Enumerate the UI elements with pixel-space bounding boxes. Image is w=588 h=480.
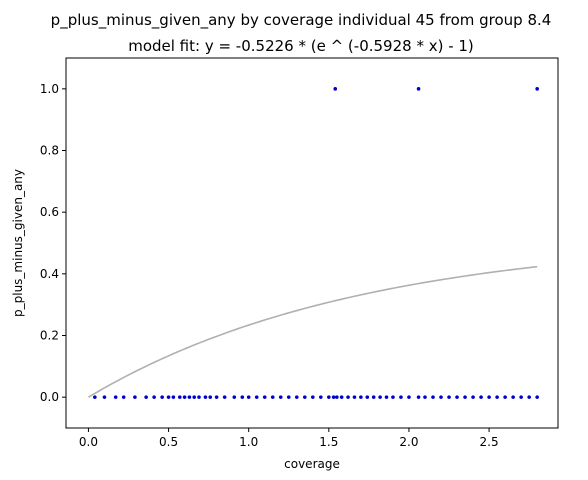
data-point [391, 395, 395, 399]
data-point [278, 395, 283, 399]
y-axis-label: p_plus_minus_given_any [11, 169, 25, 317]
data-point [503, 395, 507, 399]
data-point [511, 395, 515, 399]
data-point [177, 395, 182, 399]
data-point [431, 395, 435, 399]
data-point [439, 395, 443, 399]
data-point [447, 395, 451, 399]
data-point [359, 395, 363, 399]
data-point [166, 395, 171, 399]
data-point [327, 395, 331, 399]
data-point [208, 395, 213, 399]
data-point [144, 395, 148, 399]
data-point [471, 395, 475, 399]
data-point [495, 395, 499, 399]
data-point [294, 395, 299, 399]
points-layer [93, 87, 539, 399]
x-tick-label: 0.5 [159, 435, 178, 449]
data-point [352, 395, 357, 399]
data-point [399, 395, 403, 399]
y-axis-ticks: 0.0 0.2 0.4 0.6 0.8 1.0 [40, 82, 66, 404]
data-point [311, 395, 315, 399]
y-tick-label: 0.8 [40, 144, 59, 158]
data-point [93, 395, 97, 399]
data-point [479, 395, 483, 399]
chart-title: p_plus_minus_given_any by coverage indiv… [51, 11, 552, 30]
data-point [535, 395, 539, 399]
data-point [378, 395, 382, 399]
data-point [371, 395, 376, 399]
data-point [365, 395, 370, 399]
x-tick-label: 1.0 [239, 435, 258, 449]
data-point [197, 395, 201, 399]
data-point [407, 395, 411, 399]
data-point [187, 395, 192, 399]
plot-area [65, 57, 559, 429]
data-point [182, 395, 187, 399]
data-point [102, 395, 107, 399]
data-point [333, 87, 338, 91]
data-point [270, 395, 275, 399]
x-tick-label: 1.5 [319, 435, 338, 449]
data-point [152, 395, 156, 399]
data-point [487, 395, 491, 399]
data-point [171, 395, 176, 399]
data-point [240, 395, 245, 399]
data-point [463, 395, 467, 399]
plot-frame [65, 57, 559, 429]
data-point [519, 395, 523, 399]
data-point [416, 395, 421, 399]
fit-curve [88, 265, 538, 398]
data-point [535, 87, 539, 91]
data-point [254, 395, 259, 399]
data-point [335, 395, 339, 399]
x-tick-label: 2.5 [480, 435, 499, 449]
data-point [319, 395, 323, 399]
data-point [384, 395, 389, 399]
x-axis-ticks: 0.0 0.5 1.0 1.5 2.0 2.5 [79, 428, 499, 449]
y-tick-label: 0.6 [40, 205, 59, 219]
data-point [203, 395, 208, 399]
chart-subtitle: model fit: y = -0.5226 * (e ^ (-0.5928 *… [128, 37, 474, 55]
data-point [346, 395, 350, 399]
data-point [222, 395, 227, 399]
data-point [416, 87, 421, 91]
data-point [133, 395, 137, 399]
data-point [246, 395, 251, 399]
x-axis-label: coverage [284, 457, 340, 471]
y-tick-label: 0.4 [40, 267, 59, 281]
data-point [455, 395, 459, 399]
y-tick-label: 0.2 [40, 329, 59, 343]
data-point [160, 395, 164, 399]
data-point [286, 395, 291, 399]
data-point [192, 395, 197, 399]
data-point [121, 395, 126, 399]
data-point [527, 395, 531, 399]
x-tick-label: 0.0 [79, 435, 98, 449]
data-point [423, 395, 427, 399]
y-tick-label: 0.0 [40, 390, 59, 404]
fit-layer [88, 265, 538, 398]
y-tick-label: 1.0 [40, 82, 59, 96]
x-tick-label: 2.0 [399, 435, 418, 449]
data-point [214, 395, 219, 399]
data-point [232, 395, 237, 399]
data-point [331, 395, 336, 399]
data-point [262, 395, 267, 399]
data-point [113, 395, 118, 399]
data-point [339, 395, 344, 399]
data-point [302, 395, 307, 399]
